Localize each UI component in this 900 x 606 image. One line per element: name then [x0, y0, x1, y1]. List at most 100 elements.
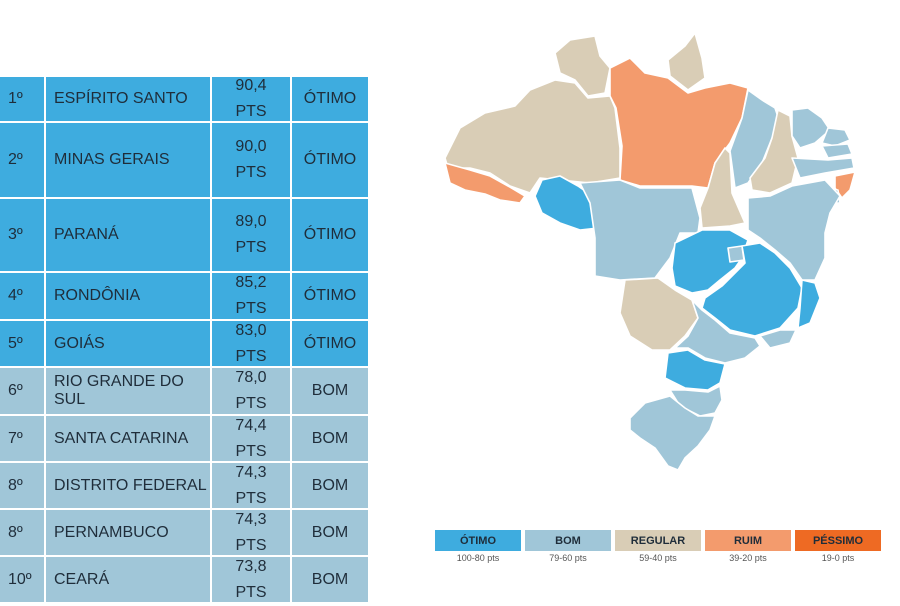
state-name: ESPÍRITO SANTO [46, 77, 212, 121]
score-value: 74,4 PTS [235, 416, 267, 460]
rank-position: 8º [0, 463, 46, 508]
score-cell: 78,0 PTS [212, 368, 292, 414]
classification: BOM [311, 570, 349, 588]
map-state-pb [821, 143, 853, 159]
state-name: PERNAMBUCO [46, 510, 212, 555]
score-value: 90,4 PTS [235, 77, 267, 120]
map-legend: ÓTIMO 100-80 pts BOM 79-60 pts REGULAR 59-40 … [434, 530, 884, 563]
state-name: DISTRITO FEDERAL [46, 463, 212, 508]
table-row: 3º PARANÁ 89,0 PTS ÓTIMO [0, 199, 368, 273]
legend-swatch: ÓTIMO [435, 530, 521, 551]
legend-range: 19-0 pts [821, 553, 855, 563]
score-cell: 83,0 PTS [212, 321, 292, 366]
rank-position: 6º [0, 368, 46, 414]
classification: BOM [311, 523, 349, 541]
state-name: MINAS GERAIS [46, 123, 212, 197]
map-state-pa [609, 57, 749, 189]
score-cell: 90,4 PTS [212, 77, 292, 121]
ranking-table: 1º ESPÍRITO SANTO 90,4 PTS ÓTIMO 2º MINAS GER… [0, 77, 368, 604]
classification: BOM [311, 382, 349, 399]
rank-position: 1º [0, 77, 46, 121]
map-state-al [834, 171, 856, 199]
score-unit: PTS [235, 239, 267, 256]
state-name: RIO GRANDE DO SUL [46, 368, 212, 414]
map-state-ap [667, 32, 706, 91]
table-row: 5º GOIÁS 83,0 PTS ÓTIMO [0, 321, 368, 368]
classification: ÓTIMO [303, 334, 357, 352]
legend-item: REGULAR 59-40 pts [614, 530, 702, 563]
state-name: RONDÔNIA [46, 273, 212, 319]
table-row: 4º RONDÔNIA 85,2 PTS ÓTIMO [0, 273, 368, 321]
table-row: 10º CEARÁ 73,8 PTS BOM [0, 557, 368, 604]
table-row: 8º DISTRITO FEDERAL 74,3 PTS BOM [0, 463, 368, 510]
classification: BOM [311, 476, 349, 494]
map-state-es [797, 279, 821, 329]
map-state-sp [674, 299, 761, 364]
map-state-ba [747, 179, 841, 281]
score-unit: PTS [235, 164, 267, 181]
table-row: 8º PERNAMBUCO 74,3 PTS BOM [0, 510, 368, 557]
score-value: 74,3 PTS [235, 510, 267, 554]
score-cell: 74,4 PTS [212, 416, 292, 461]
table-row: 2º MINAS GERAIS 90,0 PTS ÓTIMO [0, 123, 368, 199]
legend-range: 79-60 pts [549, 553, 587, 563]
classification: ÓTIMO [303, 90, 357, 107]
state-name: GOIÁS [46, 321, 212, 366]
score-value: 90,0 [235, 138, 267, 155]
map-state-ce [791, 107, 831, 149]
legend-item: PÉSSIMO 19-0 pts [794, 530, 882, 563]
rank-position: 5º [0, 321, 46, 366]
score-cell: 90,0 PTS [212, 123, 292, 197]
score-value: 83,0 PTS [235, 321, 267, 365]
map-state-go [671, 229, 749, 294]
score-value: 73,8 PTS [235, 557, 267, 601]
map-state-ms [619, 277, 699, 351]
map-state-rj [759, 329, 797, 349]
classification: ÓTIMO [303, 151, 357, 168]
legend-item: ÓTIMO 100-80 pts [434, 530, 522, 563]
score-cell: 73,8 PTS [212, 557, 292, 602]
map-state-rs [629, 395, 716, 471]
rank-position: 10º [0, 557, 46, 602]
legend-item: RUIM 39-20 pts [704, 530, 792, 563]
rank-position: 4º [0, 273, 46, 319]
table-row: 1º ESPÍRITO SANTO 90,4 PTS ÓTIMO [0, 77, 368, 123]
map-state-to [699, 147, 746, 229]
legend-item: BOM 79-60 pts [524, 530, 612, 563]
score-value: 78,0 PTS [235, 369, 267, 412]
legend-range: 39-20 pts [729, 553, 767, 563]
score-cell: 74,3 PTS [212, 463, 292, 508]
score-cell: 89,0 PTS [212, 199, 292, 271]
map-state-mg [701, 242, 803, 337]
map-state-rr [554, 35, 611, 97]
classification: ÓTIMO [303, 226, 357, 243]
score-cell: 85,2 PTS [212, 273, 292, 319]
rank-position: 8º [0, 510, 46, 555]
score-value: 74,3 PTS [235, 463, 267, 507]
map-state-ac [444, 162, 526, 204]
map-state-pe [791, 157, 855, 179]
legend-swatch: REGULAR [615, 530, 701, 551]
rank-position: 3º [0, 199, 46, 271]
table-row: 7º SANTA CATARINA 74,4 PTS BOM [0, 416, 368, 463]
legend-range: 100-80 pts [456, 553, 500, 563]
state-name: SANTA CATARINA [46, 416, 212, 461]
state-name: CEARÁ [46, 557, 212, 602]
map-state-pr [664, 349, 726, 391]
classification: ÓTIMO [303, 287, 357, 304]
legend-swatch: BOM [525, 530, 611, 551]
legend-range: 59-40 pts [639, 553, 677, 563]
map-state-am [444, 79, 621, 194]
state-name: PARANÁ [46, 199, 212, 271]
map-state-rn [821, 127, 851, 147]
rank-position: 2º [0, 123, 46, 197]
score-cell: 74,3 PTS [212, 510, 292, 555]
legend-swatch: PÉSSIMO [795, 530, 881, 551]
brazil-map [444, 32, 856, 471]
map-state-ro [534, 175, 599, 231]
map-state-df [727, 245, 745, 263]
score-value: 89,0 [235, 213, 267, 230]
legend-swatch: RUIM [705, 530, 791, 551]
table-row: 6º RIO GRANDE DO SUL 78,0 PTS BOM [0, 368, 368, 416]
rank-position: 7º [0, 416, 46, 461]
